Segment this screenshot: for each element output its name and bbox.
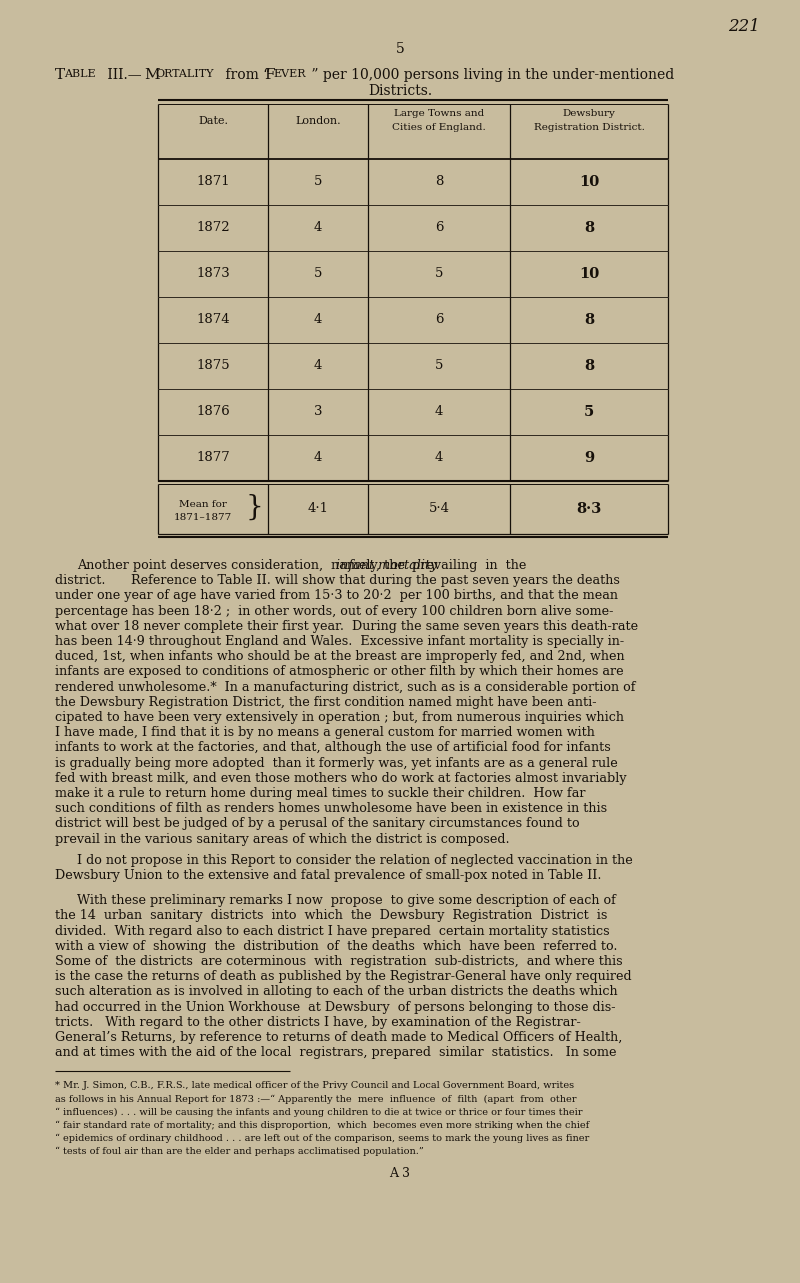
Text: fed with breast milk, and even those mothers who do work at factories almost inv: fed with breast milk, and even those mot…	[55, 772, 626, 785]
Text: ORTALITY: ORTALITY	[155, 69, 214, 80]
Text: III.—: III.—	[103, 68, 142, 82]
Text: from “: from “	[221, 68, 274, 82]
Text: duced, 1st, when infants who should be at the breast are improperly fed, and 2nd: duced, 1st, when infants who should be a…	[55, 650, 625, 663]
Text: 4·1: 4·1	[307, 503, 329, 516]
Text: 5: 5	[314, 267, 322, 280]
Text: “ fair standard rate of mortality; and this disproportion,  which  becomes even : “ fair standard rate of mortality; and t…	[55, 1120, 590, 1130]
Text: and at times with the aid of the local  registrars, prepared  similar  statistic: and at times with the aid of the local r…	[55, 1046, 617, 1060]
Text: infants to work at the factories, and that, although the use of artificial food : infants to work at the factories, and th…	[55, 742, 610, 754]
Text: }: }	[245, 494, 263, 521]
Text: district.  Reference to Table II. will show that during the past seven years the: district. Reference to Table II. will sh…	[55, 575, 620, 588]
Text: 1871–1877: 1871–1877	[174, 513, 232, 522]
Text: Date.: Date.	[198, 115, 228, 126]
Text: T: T	[55, 68, 65, 82]
Text: is the case the returns of death as published by the Registrar-General have only: is the case the returns of death as publ…	[55, 970, 632, 983]
Text: 8·3: 8·3	[576, 502, 602, 516]
Text: 5: 5	[584, 404, 594, 418]
Text: under one year of age have varied from 15·3 to 20·2  per 100 births, and that th: under one year of age have varied from 1…	[55, 589, 618, 603]
Text: make it a rule to return home during meal times to suckle their children.  How f: make it a rule to return home during mea…	[55, 786, 586, 801]
Text: Mean for: Mean for	[179, 500, 227, 509]
Text: such conditions of filth as renders homes unwholesome have been in existence in : such conditions of filth as renders home…	[55, 802, 607, 815]
Text: 10: 10	[579, 267, 599, 281]
Text: “ tests of foul air than are the elder and perhaps acclimatised population.”: “ tests of foul air than are the elder a…	[55, 1147, 424, 1156]
Text: rendered unwholesome.*  In a manufacturing district, such as is a considerable p: rendered unwholesome.* In a manufacturin…	[55, 680, 635, 694]
Text: 8: 8	[584, 221, 594, 235]
Text: Large Towns and: Large Towns and	[394, 109, 484, 118]
Text: General’s Returns, by reference to returns of death made to Medical Officers of : General’s Returns, by reference to retur…	[55, 1032, 622, 1044]
Text: 8: 8	[584, 358, 594, 372]
Text: cipated to have been very extensively in operation ; but, from numerous inquirie: cipated to have been very extensively in…	[55, 711, 624, 724]
Text: 5·4: 5·4	[429, 503, 450, 516]
Text: ” per 10,000 persons living in the under-mentioned: ” per 10,000 persons living in the under…	[307, 68, 674, 82]
Text: 5: 5	[435, 359, 443, 372]
Text: 5: 5	[314, 174, 322, 189]
Text: 3: 3	[314, 405, 322, 418]
Text: A 3: A 3	[390, 1168, 410, 1180]
Text: such alteration as is involved in alloting to each of the urban districts the de: such alteration as is involved in alloti…	[55, 985, 618, 998]
Text: infant mortality: infant mortality	[336, 559, 438, 572]
Text: has been 14·9 throughout England and Wales.  Excessive infant mortality is speci: has been 14·9 throughout England and Wal…	[55, 635, 624, 648]
Text: 5: 5	[435, 267, 443, 280]
Text: Cities of England.: Cities of England.	[392, 122, 486, 131]
Text: Dewsbury: Dewsbury	[562, 109, 615, 118]
Text: Registration District.: Registration District.	[534, 122, 645, 131]
Text: I do not propose in this Report to consider the relation of neglected vaccinatio: I do not propose in this Report to consi…	[77, 853, 633, 867]
Text: Districts.: Districts.	[368, 83, 432, 98]
Text: “ influences) . . . will be causing the infants and young children to die at twi: “ influences) . . . will be causing the …	[55, 1107, 582, 1116]
Text: 4: 4	[314, 313, 322, 326]
Text: 1871: 1871	[196, 174, 230, 189]
Text: 10: 10	[579, 174, 599, 189]
Text: with a view of  showing  the  distribution  of  the deaths  which  have been  re: with a view of showing the distribution …	[55, 940, 618, 953]
Text: * Mr. J. Simon, C.B., F.R.S., late medical officer of the Privy Council and Loca: * Mr. J. Simon, C.B., F.R.S., late medic…	[55, 1082, 574, 1091]
Text: is gradually being more adopted  than it formerly was, yet infants are as a gene: is gradually being more adopted than it …	[55, 757, 618, 770]
Text: as follows in his Annual Report for 1873 :—“ Apparently the  mere  influence  of: as follows in his Annual Report for 1873…	[55, 1094, 577, 1103]
Text: 8: 8	[435, 174, 443, 189]
Text: F: F	[264, 68, 274, 82]
Text: divided.  With regard also to each district I have prepared  certain mortality s: divided. With regard also to each distri…	[55, 925, 610, 938]
Text: the 14  urban  sanitary  districts  into  which  the  Dewsbury  Registration  Di: the 14 urban sanitary districts into whi…	[55, 910, 607, 922]
Text: “ epidemics of ordinary childhood . . . are left out of the comparison, seems to: “ epidemics of ordinary childhood . . . …	[55, 1133, 590, 1143]
Text: had occurred in the Union Workhouse  at Dewsbury  of persons belonging to those : had occurred in the Union Workhouse at D…	[55, 1001, 615, 1014]
Text: I have made, I find that it is by no means a general custom for married women wi: I have made, I find that it is by no mea…	[55, 726, 595, 739]
Text: London.: London.	[295, 115, 341, 126]
Text: 6: 6	[434, 221, 443, 234]
Text: With these preliminary remarks I now  propose  to give some description of each : With these preliminary remarks I now pro…	[77, 894, 616, 907]
Text: 221: 221	[728, 18, 760, 35]
Text: 4: 4	[314, 452, 322, 464]
Text: tricts.   With regard to the other districts I have, by examination of the Regis: tricts. With regard to the other distric…	[55, 1016, 581, 1029]
Text: infants are exposed to conditions of atmospheric or other filth by which their h: infants are exposed to conditions of atm…	[55, 666, 624, 679]
Text: 1877: 1877	[196, 452, 230, 464]
Text: 1875: 1875	[196, 359, 230, 372]
Text: 1874: 1874	[196, 313, 230, 326]
Text: EVER: EVER	[273, 69, 306, 80]
Text: 4: 4	[314, 221, 322, 234]
Text: 8: 8	[584, 313, 594, 326]
Text: district will best be judged of by a perusal of the sanitary circumstances found: district will best be judged of by a per…	[55, 817, 580, 830]
Text: percentage has been 18·2 ;  in other words, out of every 100 children born alive: percentage has been 18·2 ; in other word…	[55, 604, 614, 617]
Text: Another point deserves consideration,  namely, the: Another point deserves consideration, na…	[77, 559, 409, 572]
Text: 4: 4	[435, 405, 443, 418]
Text: ABLE: ABLE	[64, 69, 96, 80]
Text: M: M	[144, 68, 160, 82]
Text: 4: 4	[314, 359, 322, 372]
Text: the Dewsbury Registration District, the first condition named might have been an: the Dewsbury Registration District, the …	[55, 695, 597, 708]
Text: 9: 9	[584, 450, 594, 464]
Text: Some of  the districts  are coterminous  with  registration  sub-districts,  and: Some of the districts are coterminous wi…	[55, 955, 622, 967]
Text: 5: 5	[396, 42, 404, 56]
Text: prevailing  in  the: prevailing in the	[408, 559, 526, 572]
Text: prevail in the various sanitary areas of which the district is composed.: prevail in the various sanitary areas of…	[55, 833, 510, 845]
Text: 6: 6	[434, 313, 443, 326]
Text: 4: 4	[435, 452, 443, 464]
Text: 1872: 1872	[196, 221, 230, 234]
Text: 1876: 1876	[196, 405, 230, 418]
Text: Dewsbury Union to the extensive and fatal prevalence of small-pox noted in Table: Dewsbury Union to the extensive and fata…	[55, 869, 602, 881]
Text: 1873: 1873	[196, 267, 230, 280]
Text: what over 18 never complete their first year.  During the same seven years this : what over 18 never complete their first …	[55, 620, 638, 633]
